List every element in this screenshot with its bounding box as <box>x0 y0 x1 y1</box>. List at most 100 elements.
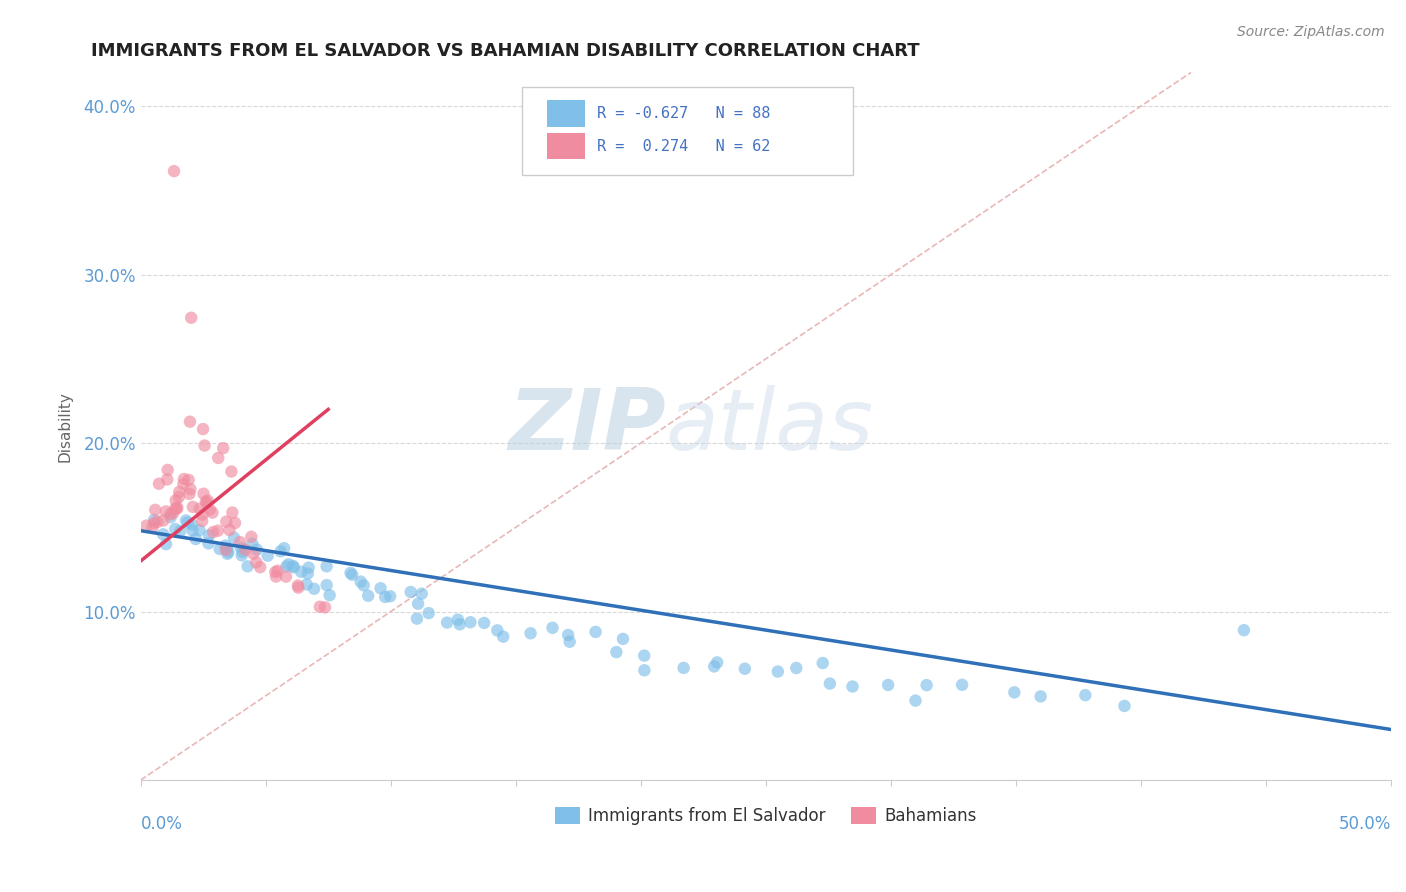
Point <box>180 310 202 325</box>
Point <box>197 493 219 508</box>
Point <box>904 693 927 707</box>
Point <box>191 508 214 522</box>
Text: R = -0.627   N = 88: R = -0.627 N = 88 <box>598 106 770 121</box>
Point <box>169 524 191 538</box>
Point <box>152 514 174 528</box>
Point <box>222 531 245 545</box>
Point <box>406 612 429 626</box>
Point <box>232 545 254 559</box>
Text: atlas: atlas <box>666 384 873 467</box>
Point <box>217 545 239 559</box>
Point <box>877 678 900 692</box>
Point <box>240 537 263 551</box>
Point <box>173 472 195 486</box>
Point <box>177 473 200 487</box>
Point <box>734 662 756 676</box>
Point <box>374 590 396 604</box>
Point <box>162 506 184 520</box>
Point <box>706 656 728 670</box>
Point <box>233 542 256 557</box>
Point <box>378 589 401 603</box>
Point <box>159 508 181 522</box>
Point <box>297 566 319 581</box>
Point <box>165 522 187 536</box>
Point <box>273 541 295 556</box>
Point <box>195 496 218 510</box>
Point <box>264 565 287 579</box>
Point <box>811 656 834 670</box>
Point <box>152 527 174 541</box>
Point <box>242 547 264 561</box>
Point <box>148 476 170 491</box>
Point <box>188 523 211 537</box>
Point <box>142 520 165 534</box>
Point <box>201 506 224 520</box>
Point <box>224 516 246 530</box>
Point <box>143 516 166 530</box>
Text: IMMIGRANTS FROM EL SALVADOR VS BAHAMIAN DISABILITY CORRELATION CHART: IMMIGRANTS FROM EL SALVADOR VS BAHAMIAN … <box>90 42 920 60</box>
Point <box>841 680 863 694</box>
Point <box>436 615 458 630</box>
Point <box>314 600 336 615</box>
Point <box>449 617 471 632</box>
Point <box>950 678 973 692</box>
Point <box>612 632 634 646</box>
Point <box>217 541 239 556</box>
Point <box>179 415 201 429</box>
Point <box>492 630 515 644</box>
Point <box>156 472 179 486</box>
Point <box>277 558 299 572</box>
Point <box>1233 623 1256 637</box>
Point <box>308 599 330 614</box>
Point <box>270 544 292 558</box>
Point <box>166 500 188 515</box>
Point <box>207 450 229 465</box>
Point <box>818 676 841 690</box>
Text: 50.0%: 50.0% <box>1339 815 1391 833</box>
Point <box>146 515 169 529</box>
Point <box>287 581 309 595</box>
Point <box>172 477 194 491</box>
Point <box>191 422 214 436</box>
Y-axis label: Disability: Disability <box>58 391 72 462</box>
Point <box>221 506 243 520</box>
Point <box>169 484 191 499</box>
Point <box>181 524 204 538</box>
Point <box>295 577 318 591</box>
Point <box>256 549 278 563</box>
Point <box>215 515 238 529</box>
Point <box>585 624 607 639</box>
Point <box>302 582 325 596</box>
Text: 0.0%: 0.0% <box>141 815 183 833</box>
Point <box>1114 698 1136 713</box>
Point <box>155 504 177 518</box>
Point <box>167 490 190 504</box>
Point <box>179 487 201 501</box>
Point <box>486 624 509 638</box>
Point <box>218 523 240 537</box>
Point <box>212 441 235 455</box>
Point <box>221 465 243 479</box>
Point <box>180 517 202 532</box>
Point <box>357 589 380 603</box>
Point <box>198 528 221 542</box>
Point <box>406 597 429 611</box>
Point <box>315 559 337 574</box>
Point <box>207 524 229 538</box>
Point <box>249 560 271 574</box>
Point <box>143 503 166 517</box>
Point <box>283 559 305 574</box>
Point <box>229 535 252 549</box>
Point <box>174 514 197 528</box>
Point <box>766 665 789 679</box>
Point <box>1002 685 1025 699</box>
Point <box>191 514 214 528</box>
Point <box>315 578 337 592</box>
Point <box>198 502 221 516</box>
Text: ZIP: ZIP <box>508 384 666 467</box>
Point <box>135 518 157 533</box>
Point <box>472 615 495 630</box>
Point <box>208 541 231 556</box>
Text: Source: ZipAtlas.com: Source: ZipAtlas.com <box>1237 25 1385 39</box>
Point <box>353 578 375 592</box>
